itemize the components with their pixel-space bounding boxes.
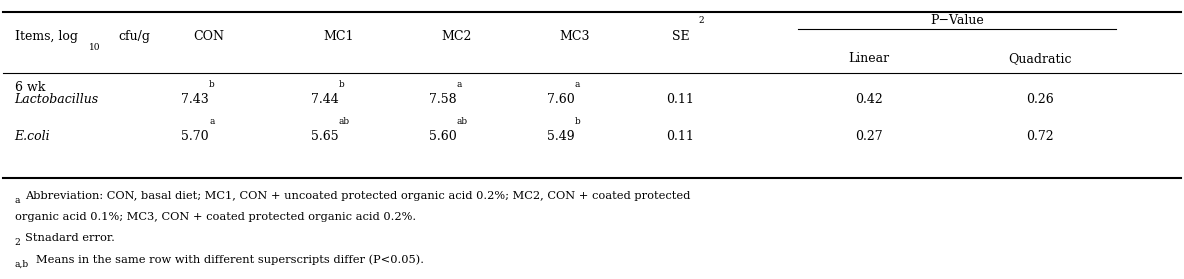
Text: b: b	[574, 117, 580, 126]
Text: SE: SE	[671, 30, 689, 44]
Text: Quadratic: Quadratic	[1008, 52, 1072, 65]
Text: Lactobacillus: Lactobacillus	[14, 93, 98, 106]
Text: 0.11: 0.11	[667, 93, 694, 106]
Text: P−Value: P−Value	[931, 14, 984, 27]
Text: 2: 2	[699, 16, 703, 25]
Text: 2: 2	[14, 238, 20, 247]
Text: 0.72: 0.72	[1027, 130, 1054, 143]
Text: CON: CON	[193, 30, 225, 44]
Text: a: a	[457, 80, 462, 89]
Text: 10: 10	[89, 44, 101, 52]
Text: E.coli: E.coli	[14, 130, 50, 143]
Text: Abbreviation: CON, basal diet; MC1, CON + uncoated protected organic acid 0.2%; : Abbreviation: CON, basal diet; MC1, CON …	[25, 191, 690, 201]
Text: Linear: Linear	[849, 52, 889, 65]
Text: Means in the same row with different superscripts differ (P<0.05).: Means in the same row with different sup…	[36, 254, 424, 265]
Text: Items, log: Items, log	[14, 30, 78, 44]
Text: 7.60: 7.60	[547, 93, 574, 106]
Text: a: a	[14, 196, 20, 205]
Text: b: b	[339, 80, 345, 89]
Text: 0.26: 0.26	[1025, 93, 1054, 106]
Text: a: a	[210, 117, 214, 126]
Text: 5.70: 5.70	[181, 130, 210, 143]
Text: b: b	[210, 80, 214, 89]
Text: Stnadard error.: Stnadard error.	[25, 233, 115, 243]
Text: 6 wk: 6 wk	[14, 81, 45, 94]
Text: ab: ab	[339, 117, 349, 126]
Text: 0.27: 0.27	[855, 130, 883, 143]
Text: MC2: MC2	[442, 30, 471, 44]
Text: 5.60: 5.60	[429, 130, 457, 143]
Text: organic acid 0.1%; MC3, CON + coated protected organic acid 0.2%.: organic acid 0.1%; MC3, CON + coated pro…	[14, 212, 416, 222]
Text: 5.49: 5.49	[547, 130, 574, 143]
Text: cfu/g: cfu/g	[118, 30, 150, 44]
Text: MC3: MC3	[559, 30, 590, 44]
Text: 7.44: 7.44	[311, 93, 339, 106]
Text: 0.42: 0.42	[855, 93, 883, 106]
Text: 7.43: 7.43	[181, 93, 210, 106]
Text: a,b: a,b	[14, 260, 28, 269]
Text: 7.58: 7.58	[429, 93, 457, 106]
Text: MC1: MC1	[323, 30, 354, 44]
Text: ab: ab	[457, 117, 468, 126]
Text: 5.65: 5.65	[311, 130, 339, 143]
Text: 0.11: 0.11	[667, 130, 694, 143]
Text: a: a	[574, 80, 580, 89]
